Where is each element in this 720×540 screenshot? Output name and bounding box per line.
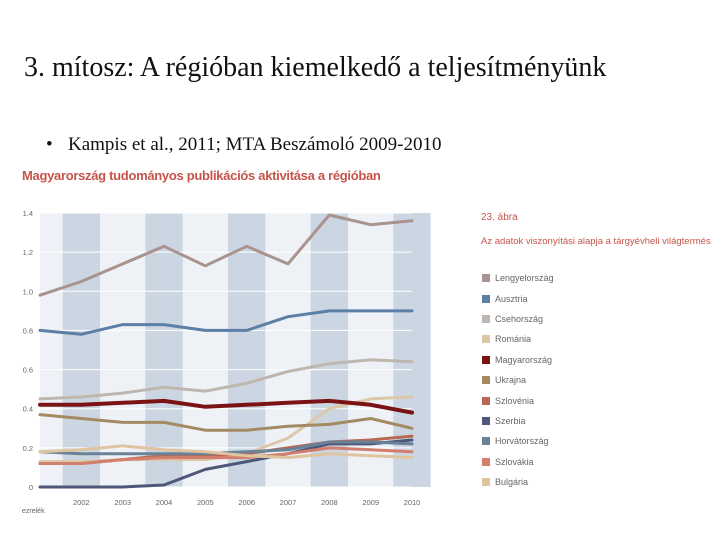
y-tick-label: 1.4 (23, 209, 33, 218)
series-line (38, 398, 414, 415)
year-band (145, 213, 183, 487)
legend-label: Szerbia (495, 415, 526, 426)
legend-swatch (482, 314, 490, 323)
x-tick-label: 2002 (73, 498, 90, 507)
series-line (38, 309, 414, 336)
legend-swatch (482, 396, 490, 405)
legend-item: Szerbia (482, 411, 622, 431)
x-tick-label: 2003 (114, 498, 131, 507)
legend-label: Magyarország (495, 354, 553, 365)
series-line (38, 358, 414, 401)
legend-swatch (482, 274, 490, 283)
figure-number: 23. ábra (481, 212, 518, 223)
x-tick-label: 2007 (280, 498, 297, 507)
x-tick-label: 2010 (404, 498, 421, 507)
series-line (38, 438, 414, 489)
legend-item: Magyarország (482, 350, 622, 370)
series-line (38, 446, 414, 465)
year-band (228, 213, 266, 487)
x-tick-label: 2006 (238, 498, 255, 507)
figure-note: Az adatok viszonyítási alapja a tárgyévh… (481, 236, 711, 247)
series-line (38, 444, 414, 460)
legend-label: Bulgária (495, 477, 529, 488)
legend-item: Horvátország (482, 431, 622, 451)
bullet-item: • Kampis et al., 2011; MTA Beszámoló 2009… (46, 134, 442, 156)
legend-swatch (482, 437, 490, 446)
y-tick-label: 1.2 (23, 248, 33, 257)
legend-item: Szlovénia (482, 390, 622, 410)
legend-swatch (482, 355, 490, 364)
y-tick-label: 0 (29, 483, 33, 492)
x-tick-label: 2009 (362, 498, 379, 507)
legend-swatch (482, 376, 490, 385)
y-tick-label: 0.8 (23, 326, 33, 335)
chart-title: Magyarország tudományos publikációs akti… (22, 168, 381, 183)
legend-label: Ausztria (495, 293, 528, 304)
chart-legend: Lengyelország Ausztria Csehország Románia Ma… (482, 268, 622, 492)
legend-item: Lengyelország (482, 268, 622, 288)
year-band (393, 213, 431, 487)
legend-item: Csehország (482, 309, 622, 329)
y-tick-label: 0.4 (23, 405, 33, 414)
legend-swatch (482, 416, 490, 425)
legend-swatch (482, 457, 490, 466)
legend-label: Horvátország (495, 436, 549, 447)
slide-title: 3. mítosz: A régióban kiemelkedő a telje… (24, 52, 607, 83)
legend-item: Ausztria (482, 288, 622, 308)
x-tick-label: 2004 (156, 498, 173, 507)
series-line (38, 413, 414, 432)
x-tick-label: 2005 (197, 498, 214, 507)
series-line (38, 213, 414, 297)
legend-label: Szlovénia (495, 395, 535, 406)
bullet-dot: • (46, 134, 53, 155)
legend-item: Szlovákia (482, 452, 622, 472)
bullet-text: Kampis et al., 2011; MTA Beszámoló 2009-… (68, 134, 442, 155)
legend-swatch (482, 478, 490, 487)
legend-label: Csehország (495, 313, 544, 324)
line-chart: 0 0.2 0.4 0.6 0.8 1.0 1.2 1.4 2002 2003 2004 2005 20… (22, 209, 431, 515)
legend-label: Ukrajna (495, 375, 527, 386)
legend-item: Románia (482, 329, 622, 349)
legend-label: Románia (495, 334, 532, 345)
x-axis-unit-label: ezrelék (22, 508, 45, 515)
y-tick-label: 0.2 (23, 444, 33, 453)
legend-item: Bulgária (482, 472, 622, 492)
x-tick-label: 2008 (321, 498, 338, 507)
legend-swatch (482, 294, 490, 303)
legend-label: Lengyelország (495, 273, 554, 284)
y-tick-label: 1.0 (23, 287, 33, 296)
legend-swatch (482, 335, 490, 344)
legend-label: Szlovákia (495, 456, 534, 467)
year-band (62, 213, 100, 487)
legend-item: Ukrajna (482, 370, 622, 390)
y-tick-label: 0.6 (23, 366, 33, 375)
